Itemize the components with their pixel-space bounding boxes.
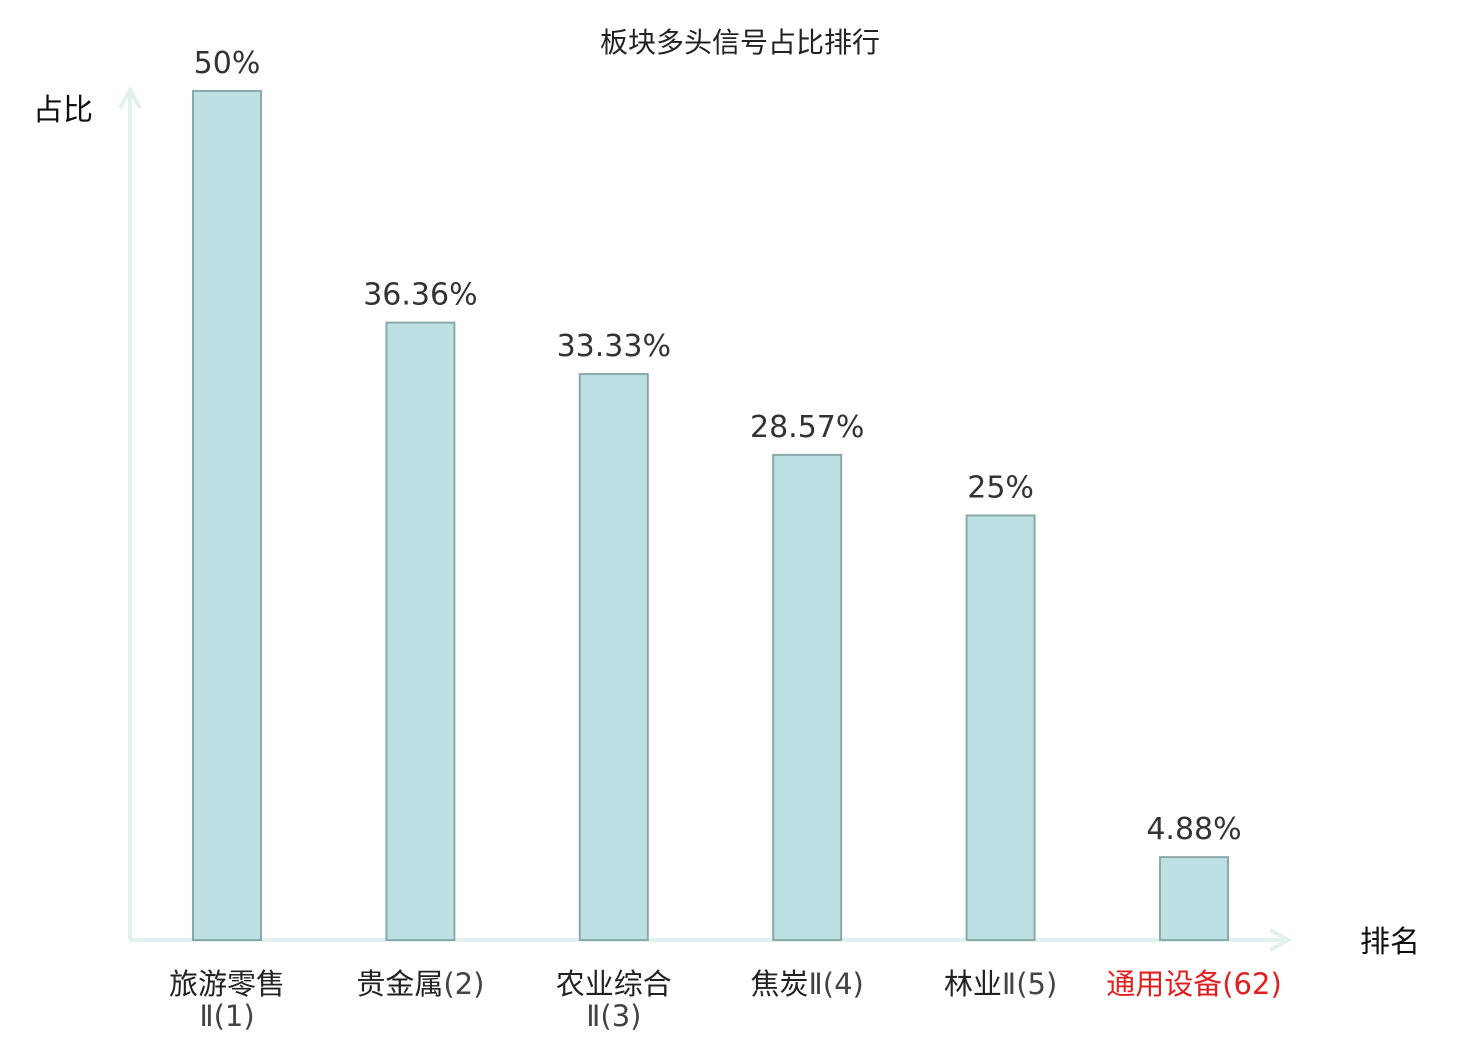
bar: [385, 321, 456, 942]
x-tick-label: 农业综合: [556, 967, 672, 1001]
bar-value-label: 4.88%: [1146, 812, 1241, 847]
bar-value-label: 36.36%: [363, 278, 477, 313]
x-tick-rank: Ⅱ(1): [199, 999, 254, 1033]
x-tick-label: 林业Ⅱ(5): [944, 967, 1057, 1001]
bar: [965, 514, 1036, 941]
x-tick-label: 贵金属(2): [356, 967, 484, 1001]
bar: [192, 90, 262, 941]
x-tick-label: 焦炭Ⅱ(4): [751, 967, 864, 1001]
x-tick-rank: Ⅱ(3): [586, 999, 641, 1033]
x-tick-label: 旅游零售: [169, 967, 285, 1001]
x-axis-label: 排名: [1360, 925, 1420, 960]
y-axis-label: 占比: [33, 93, 93, 128]
bar: [772, 453, 843, 941]
x-axis-arrow: [1269, 928, 1293, 952]
bar-value-label: 50%: [194, 46, 261, 81]
bar-value-label: 25%: [967, 471, 1034, 506]
bar-value-label: 33.33%: [557, 329, 671, 364]
chart-title: 板块多头信号占比排行: [600, 26, 880, 59]
x-tick-label: 通用设备(62): [1106, 967, 1282, 1001]
bar-value-label: 28.57%: [750, 410, 864, 445]
y-axis-arrow: [118, 85, 142, 109]
bar: [1159, 856, 1229, 941]
bar: [578, 373, 649, 942]
